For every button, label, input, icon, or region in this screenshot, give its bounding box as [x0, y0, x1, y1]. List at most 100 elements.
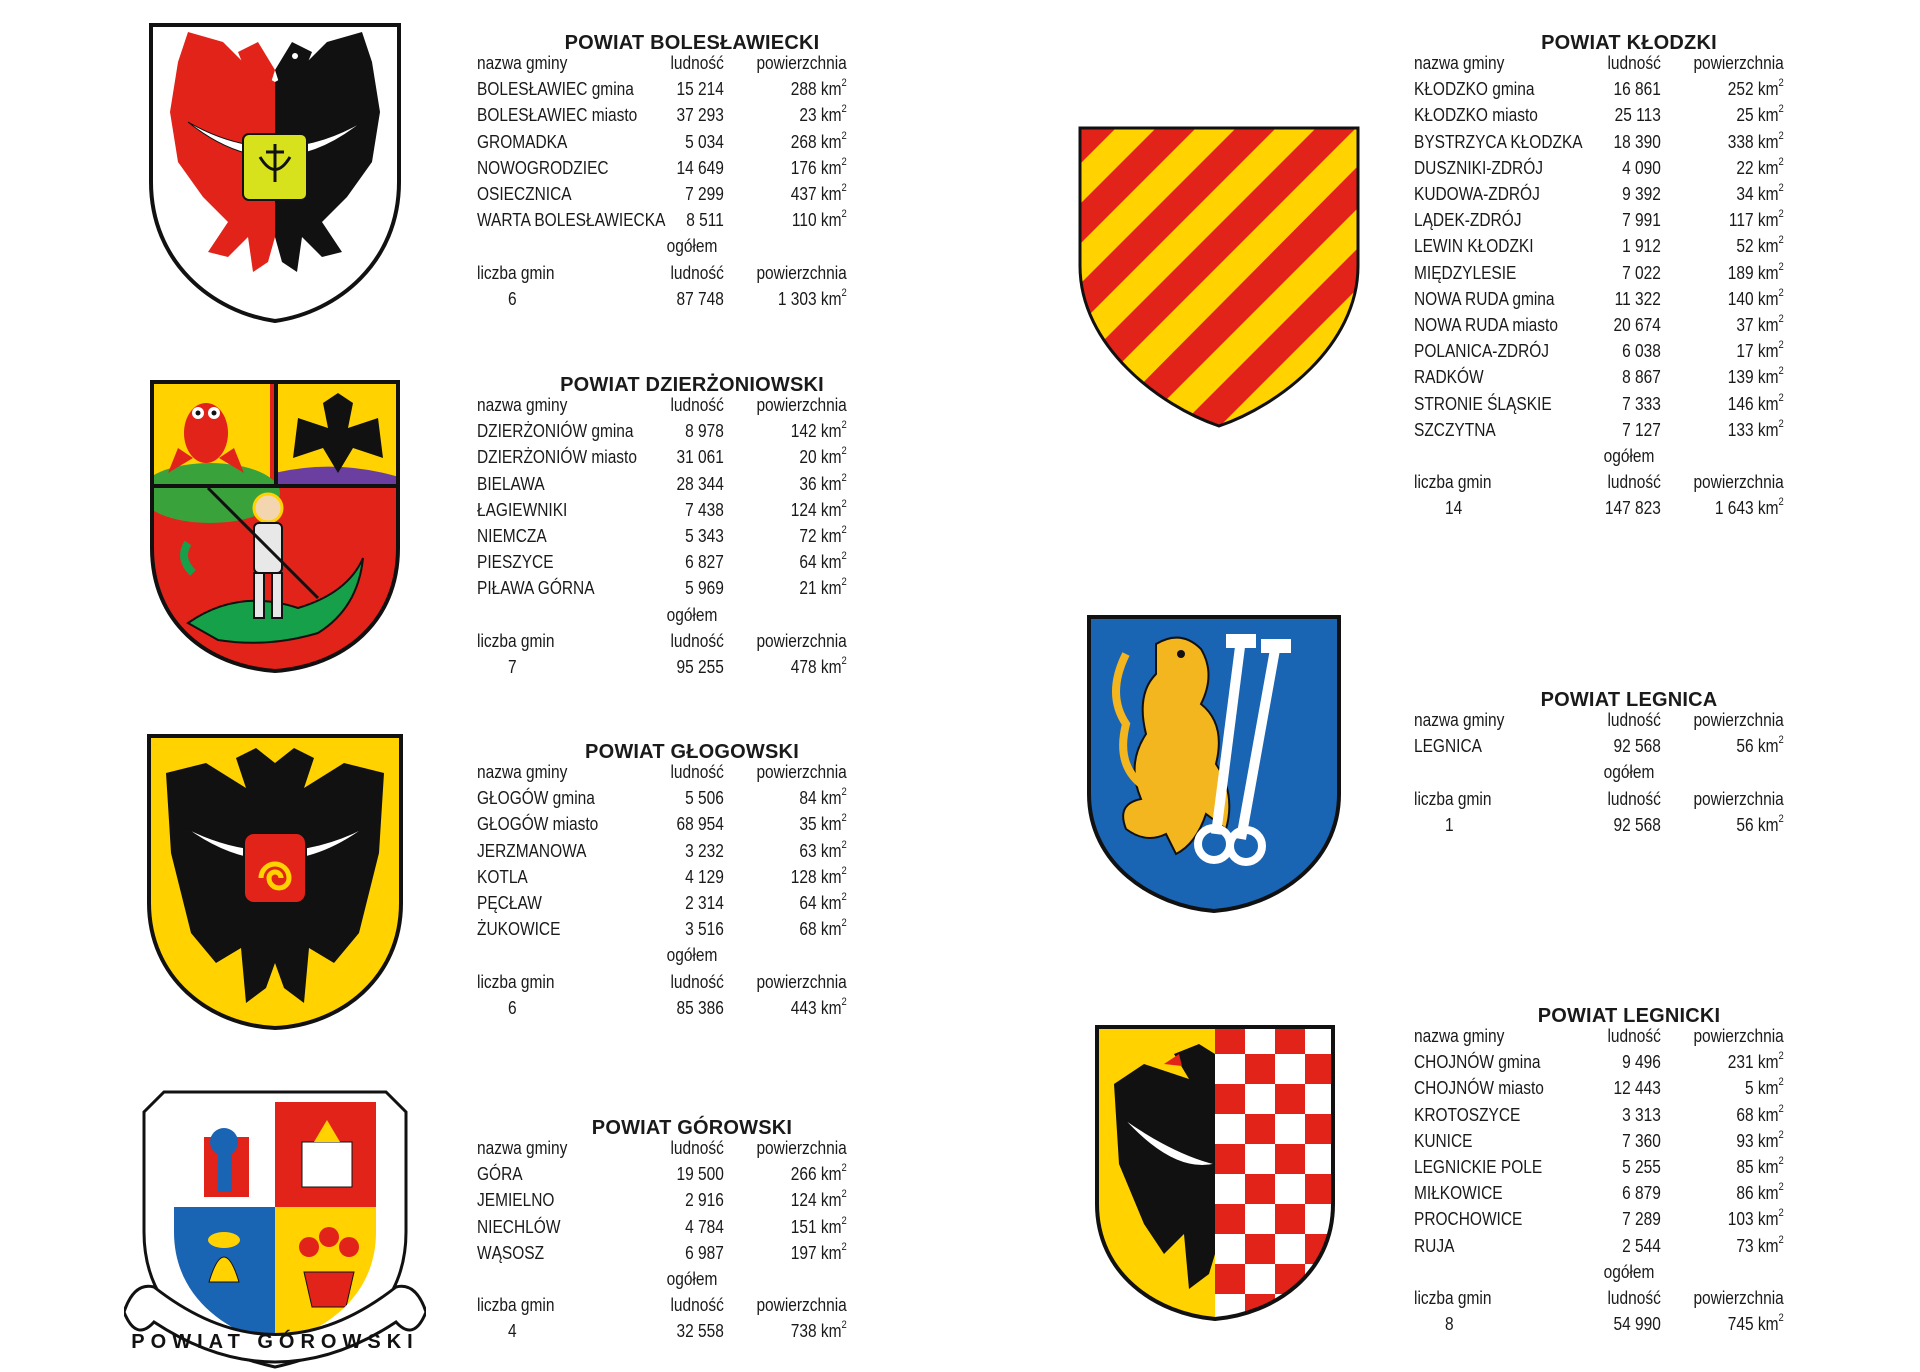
header-area: powierzchnia — [756, 395, 847, 415]
total-population: 147 823 — [1604, 498, 1661, 519]
header-name: nazwa gminy — [477, 762, 568, 782]
gmina-population: 8 511 — [686, 210, 724, 231]
gmina-population: 5 034 — [685, 131, 724, 152]
gmina-name: DUSZNIKI-ZDRÓJ — [1414, 157, 1543, 178]
gmina-population: 7 299 — [685, 184, 724, 204]
header-area: powierzchnia — [756, 630, 847, 651]
gmina-area: 63 km2 — [799, 838, 847, 861]
gmina-area: 117 km2 — [1728, 208, 1784, 231]
header-area: powierzchnia — [756, 262, 847, 283]
table-row: JERZMANOWA 3 232 63 km2 — [477, 838, 847, 864]
gmina-area: 142 km2 — [790, 419, 847, 442]
header-area: powierzchnia — [1693, 710, 1784, 730]
table-row: PROCHOWICE 7 289 103 km2 — [1414, 1206, 1784, 1232]
gmina-population: 11 322 — [1614, 288, 1661, 309]
total-population: 87 748 — [676, 288, 724, 309]
gmina-area: 68 km2 — [799, 917, 847, 940]
header-population: ludność — [1607, 1288, 1661, 1308]
gmina-name: RADKÓW — [1414, 367, 1484, 388]
table-row: ŻUKOWICE 3 516 68 km2 — [477, 916, 847, 942]
crest-dzierzoniowski — [148, 378, 402, 674]
gmina-population: 4 784 — [685, 1216, 724, 1237]
total-population: 32 558 — [676, 1321, 724, 1342]
gmina-name: GŁOGÓW miasto — [477, 814, 599, 835]
total-label: ogółem — [666, 604, 718, 625]
gmina-population: 68 954 — [676, 814, 724, 835]
gmina-count: 7 — [507, 657, 517, 677]
total-area: 1 643 km2 — [1714, 496, 1784, 519]
gmina-area: 103 km2 — [1727, 1207, 1784, 1230]
gmina-count: 6 — [507, 997, 517, 1018]
header-name: nazwa gminy — [1414, 1026, 1505, 1046]
gmina-name: GÓRA — [477, 1164, 523, 1185]
header-population: ludność — [670, 971, 724, 992]
table-row: NIEMCZA 5 343 72 km2 — [477, 523, 847, 549]
header-population: ludność — [1607, 53, 1661, 73]
gmina-name: LEWIN KŁODZKI — [1414, 236, 1534, 257]
gmina-area: 34 km2 — [1736, 182, 1784, 205]
gmina-name: KUNICE — [1414, 1130, 1473, 1151]
table-row: STRONIE ŚLĄSKIE 7 333 146 km2 — [1414, 391, 1784, 417]
table-row: NOWA RUDA miasto 20 674 37 km2 — [1414, 312, 1784, 338]
header-population: ludność — [1607, 1026, 1661, 1046]
gmina-population: 2 314 — [685, 893, 724, 913]
gmina-population: 12 443 — [1613, 1078, 1661, 1099]
gmina-area: 231 km2 — [1727, 1050, 1784, 1073]
gmina-name: JEMIELNO — [477, 1190, 555, 1211]
header-area: powierzchnia — [1693, 1288, 1784, 1308]
table-row: PĘCŁAW 2 314 64 km2 — [477, 890, 847, 916]
gmina-area: 176 km2 — [790, 155, 847, 178]
gmina-name: ŁAGIEWNIKI — [477, 499, 568, 520]
gmina-area: 93 km2 — [1736, 1128, 1784, 1151]
gmina-population: 5 506 — [685, 788, 724, 809]
gmina-area: 73 km2 — [1736, 1233, 1784, 1256]
gmina-population: 7 022 — [1622, 262, 1661, 283]
gmina-name: PIESZYCE — [477, 552, 554, 573]
crest-gorowski: POWIAT GÓROWSKI — [124, 1082, 426, 1372]
gmina-population: 2 916 — [685, 1190, 724, 1211]
powiat-title: POWIAT KŁODZKI — [1541, 32, 1717, 54]
gmina-area: 17 km2 — [1736, 339, 1784, 362]
table-row: MIĘDZYLESIE 7 022 189 km2 — [1414, 260, 1784, 286]
column-header-row: nazwa gminy ludność powierzchnia — [477, 392, 847, 418]
gmina-area: 140 km2 — [1727, 286, 1784, 309]
gmina-name: DZIERŻONIÓW gmina — [477, 421, 634, 442]
crest-ribbon-text: POWIAT GÓROWSKI — [131, 1329, 418, 1353]
gmina-area: 338 km2 — [1727, 129, 1784, 152]
header-name: liczba gmin — [477, 262, 555, 283]
header-population: ludność — [670, 630, 724, 651]
gmina-name: KUDOWA-ZDRÓJ — [1414, 184, 1540, 204]
header-population: ludność — [1607, 788, 1661, 809]
column-header-row: nazwa gminy ludność powierzchnia — [1414, 1023, 1784, 1049]
header-population: ludność — [670, 1138, 724, 1158]
column-header-row: nazwa gminy ludność powierzchnia — [1414, 707, 1784, 733]
header-area: powierzchnia — [1693, 472, 1784, 493]
gmina-area: 86 km2 — [1736, 1181, 1784, 1204]
powiat-title: POWIAT GÓROWSKI — [591, 1117, 793, 1139]
gmina-population: 4 090 — [1622, 157, 1661, 178]
gmina-area: 139 km2 — [1727, 365, 1784, 388]
gmina-name: WARTA BOLESŁAWIECKA — [477, 210, 666, 231]
gmina-area: 128 km2 — [790, 864, 847, 887]
column-header-row: liczba gmin ludność powierzchnia — [477, 969, 847, 995]
gmina-name: RUJA — [1414, 1235, 1455, 1256]
gmina-name: POLANICA-ZDRÓJ — [1414, 341, 1550, 362]
header-population: ludność — [1607, 710, 1661, 730]
table-row: KROTOSZYCE 3 313 68 km2 — [1414, 1102, 1784, 1128]
crest-klodzki — [1078, 126, 1360, 428]
gmina-population: 8 978 — [685, 421, 724, 442]
table-row: GÓRA 19 500 266 km2 — [477, 1161, 847, 1187]
table-row: BIELAWA 28 344 36 km2 — [477, 471, 847, 497]
gmina-area: 64 km2 — [799, 891, 847, 914]
total-label: ogółem — [1603, 762, 1655, 783]
gmina-name: NOWOGRODZIEC — [477, 157, 609, 178]
header-area: powierzchnia — [1693, 1026, 1784, 1046]
gmina-name: BOLESŁAWIEC miasto — [477, 105, 638, 126]
crest-legnica — [1086, 614, 1342, 914]
table-row: ŁAGIEWNIKI 7 438 124 km2 — [477, 497, 847, 523]
gmina-count: 6 — [507, 288, 517, 309]
total-row: 1 92 568 56 km2 — [1414, 812, 1784, 838]
header-name: nazwa gminy — [477, 395, 568, 415]
gmina-area: 5 km2 — [1744, 1076, 1784, 1099]
gmina-population: 3 232 — [685, 840, 724, 861]
